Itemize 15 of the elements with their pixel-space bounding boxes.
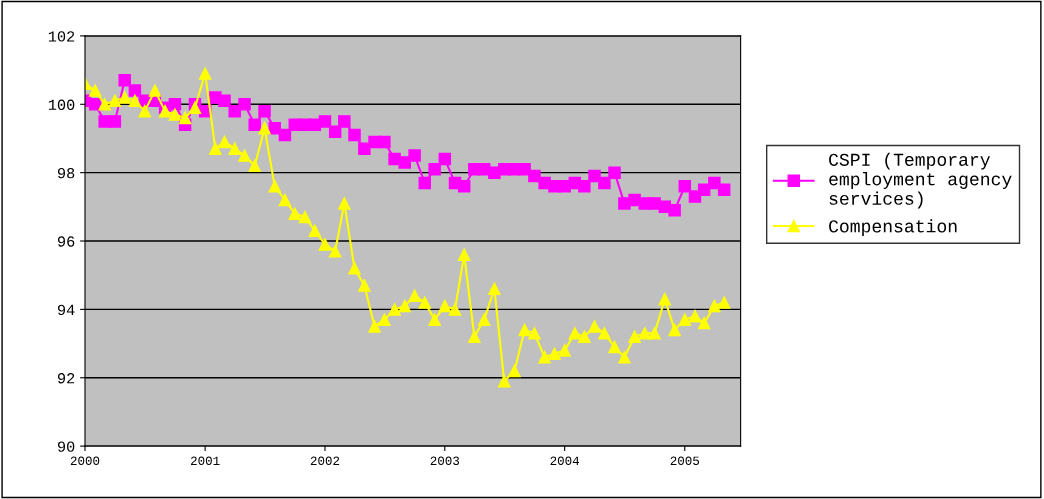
y-tick-label: 94: [57, 304, 75, 316]
x-tick-label: 2002: [310, 456, 340, 466]
y-tick-label: 96: [57, 236, 75, 247]
x-tick-label: 2000: [70, 456, 100, 466]
x-tick-label: 2003: [430, 456, 460, 466]
x-tick-label: 2004: [550, 456, 580, 466]
y-tick-label: 100: [48, 99, 75, 110]
y-tick-label: 92: [57, 373, 75, 384]
legend-label: CSPI (Temporary employment agency services): [829, 152, 1012, 209]
legend-label: Compensation: [829, 219, 957, 237]
y-tick-label: 102: [48, 31, 75, 42]
x-tick-label: 2005: [670, 456, 700, 466]
y-tick-label: 98: [57, 167, 75, 179]
y-tick-label: 90: [57, 441, 75, 452]
x-tick-label: 2001: [191, 456, 220, 466]
